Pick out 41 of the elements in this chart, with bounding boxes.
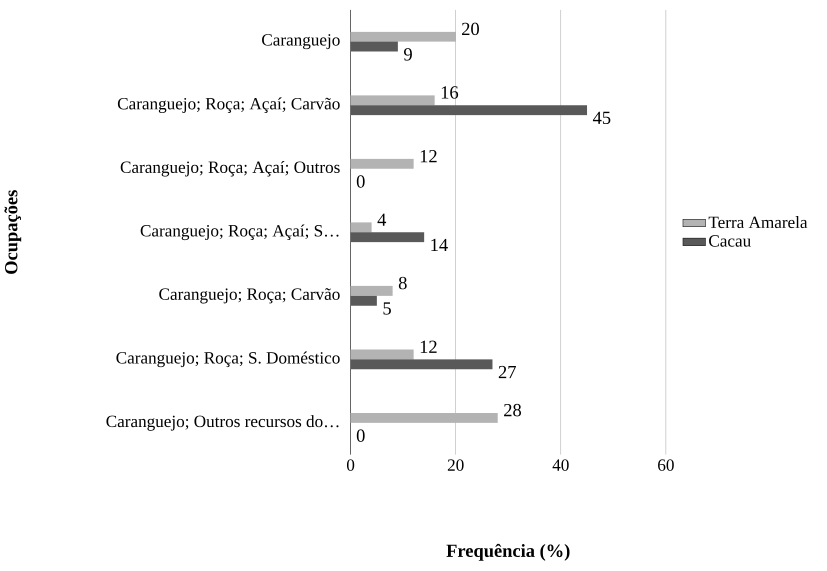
y-tick-label: Caranguejo; Roça; Açaí; Carvão: [118, 97, 340, 113]
bar: [350, 359, 492, 370]
legend-label: Terra Amarela: [708, 216, 808, 228]
x-tick-label: 0: [346, 459, 354, 471]
bar: [350, 232, 424, 242]
x-tick-label: 20: [448, 459, 464, 471]
data-label: 20: [462, 22, 479, 35]
y-tick-label: Caranguejo: [262, 34, 340, 50]
data-label: 9: [404, 48, 412, 60]
data-label: 16: [442, 86, 458, 99]
data-label: 14: [431, 238, 448, 251]
bar: [350, 412, 498, 423]
bar: [350, 105, 588, 115]
y-tick-label: Caranguejo; Outros recursos do…: [106, 414, 338, 431]
x-tick-label: 40: [552, 459, 569, 471]
data-label: 12: [420, 150, 437, 162]
data-label: 45: [592, 112, 610, 124]
bar: [350, 158, 414, 169]
bar: [350, 296, 377, 306]
data-label: 28: [504, 404, 522, 416]
y-tick-label: Caranguejo; Roça; S. Doméstico: [116, 351, 340, 368]
bar: [350, 42, 398, 52]
bar: [350, 286, 393, 296]
legend-label: Cacau: [709, 235, 751, 247]
y-axis-title: Ocupações: [4, 190, 22, 274]
data-label: 8: [398, 276, 407, 290]
x-axis-title: Frequência (%): [446, 544, 570, 561]
data-label: 0: [356, 429, 365, 442]
data-label: 5: [383, 302, 391, 314]
x-tick-label: 60: [658, 459, 674, 471]
bar: [350, 32, 456, 42]
y-tick-label: Caranguejo; Roça; Carvão: [159, 288, 340, 304]
bar: [350, 222, 372, 232]
data-label: 4: [377, 213, 386, 226]
data-label: 0: [356, 175, 365, 188]
bar: [350, 95, 435, 106]
bar: [350, 349, 414, 360]
y-tick-label: Caranguejo; Roça; Açaí; S…: [140, 224, 338, 240]
data-label: 12: [420, 340, 437, 353]
y-tick-label: Caranguejo; Roça; Açaí; Outros: [120, 160, 340, 176]
data-label: 27: [498, 366, 516, 378]
